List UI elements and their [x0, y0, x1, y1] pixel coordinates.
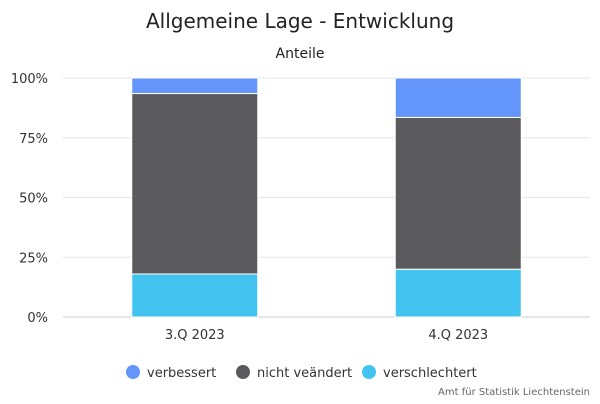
y-tick-label: 25%	[19, 251, 48, 266]
legend-item: nicht veändert	[236, 365, 352, 381]
legend-item: verschlechtert	[362, 365, 477, 381]
y-tick-label: 50%	[19, 192, 48, 207]
y-axis-tick-labels: 0% 25% 50% 75% 100%	[11, 72, 48, 326]
legend-marker	[362, 365, 376, 379]
chart-credits: Amt für Statistik Liechtenstein	[438, 387, 590, 398]
bars	[131, 77, 522, 318]
bar-segment	[394, 116, 522, 270]
x-tick-label: 4.Q 2023	[428, 328, 488, 343]
x-tick-label: 3.Q 2023	[165, 328, 225, 343]
chart-subtitle: Anteile	[276, 46, 325, 62]
legend: verbessert nicht veändert verschlechtert	[126, 365, 477, 381]
bar-segment	[131, 77, 259, 95]
bar-segment	[131, 273, 259, 318]
legend-label: verbessert	[147, 366, 216, 381]
bar-segment	[131, 93, 259, 275]
y-tick-label: 0%	[27, 311, 48, 326]
x-axis-tick-labels: 3.Q 2023 4.Q 2023	[165, 328, 488, 343]
y-tick-label: 100%	[11, 72, 48, 87]
legend-marker	[126, 365, 140, 379]
chart-title: Allgemeine Lage - Entwicklung	[146, 9, 454, 33]
legend-label: verschlechtert	[383, 366, 477, 381]
bar-segment	[394, 268, 522, 318]
y-tick-label: 75%	[19, 132, 48, 147]
legend-marker	[236, 365, 250, 379]
bar-segment	[394, 77, 522, 118]
legend-item: verbessert	[126, 365, 216, 381]
legend-label: nicht veändert	[257, 366, 352, 381]
